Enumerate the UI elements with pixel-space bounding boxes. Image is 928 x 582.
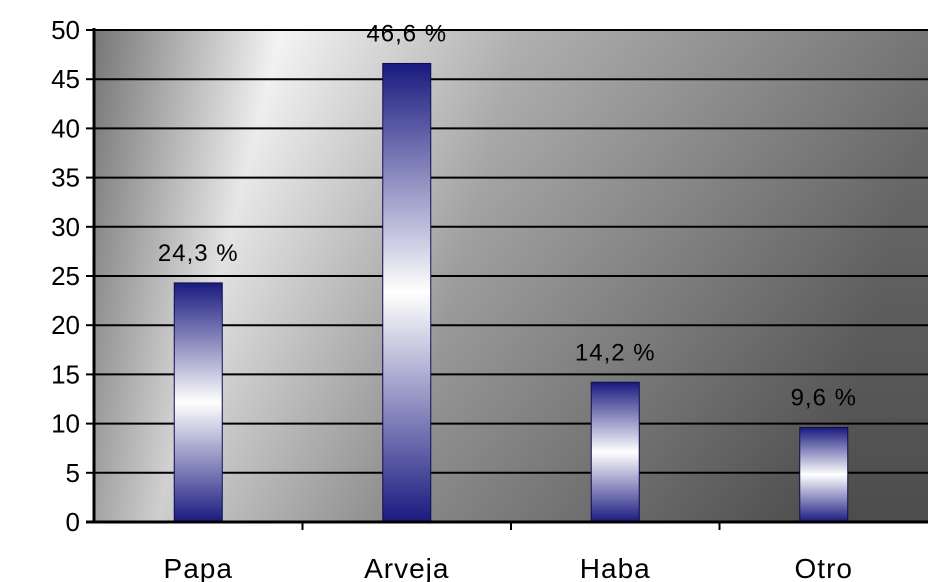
y-axis-ticks: 0 5 10 15 20 25 30 35 40 45 50 bbox=[51, 15, 94, 537]
bars bbox=[173, 62, 849, 523]
y-tick-label: 45 bbox=[51, 64, 80, 94]
gridlines bbox=[94, 29, 928, 474]
y-tick-label: 25 bbox=[51, 261, 80, 291]
bar-otro bbox=[799, 427, 849, 523]
x-category-label: Papa bbox=[164, 553, 233, 582]
bar-papa bbox=[173, 282, 223, 523]
x-category-label: Otro bbox=[795, 553, 853, 582]
y-tick-label: 10 bbox=[51, 409, 80, 439]
y-tick-label: 35 bbox=[51, 163, 80, 193]
y-tick-label: 30 bbox=[51, 212, 80, 242]
data-label: 46,6 % bbox=[366, 20, 447, 47]
data-label: 24,3 % bbox=[158, 240, 239, 267]
data-label: 14,2 % bbox=[575, 339, 656, 366]
y-tick-label: 15 bbox=[51, 359, 80, 389]
y-tick-label: 0 bbox=[66, 507, 80, 537]
y-tick-label: 40 bbox=[51, 113, 80, 143]
data-labels: 24,3 % 46,6 % 14,2 % 9,6 % bbox=[158, 20, 857, 412]
x-axis-labels: Papa Arveja Haba Otro bbox=[164, 553, 853, 582]
y-tick-label: 50 bbox=[51, 15, 80, 45]
x-category-label: Haba bbox=[580, 553, 651, 582]
data-label: 9,6 % bbox=[791, 385, 857, 412]
x-category-label: Arveja bbox=[364, 553, 449, 582]
y-tick-label: 20 bbox=[51, 310, 80, 340]
y-tick-label: 5 bbox=[66, 458, 80, 488]
bar-arveja bbox=[382, 62, 432, 523]
bar-haba bbox=[590, 381, 640, 523]
